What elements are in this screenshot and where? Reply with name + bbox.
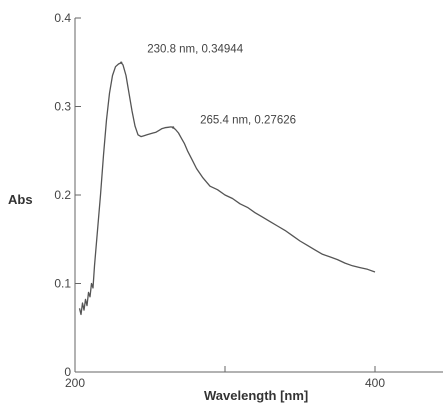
peak-marker: [120, 61, 123, 64]
peak-annotation: 230.8 nm, 0.34944: [147, 44, 244, 56]
tick-marks: [74, 17, 376, 373]
y-tick-label: 0.2: [54, 188, 71, 202]
x-tick-label: 200: [65, 376, 85, 390]
series-layer: [78, 62, 376, 316]
y-axis-label: Abs: [8, 192, 33, 207]
peak-marker: [171, 126, 175, 129]
y-tick-label: 0.3: [54, 100, 71, 114]
tick-labels: 0 0.1 0.2 0.3 0.4 200 400: [54, 11, 385, 390]
peak-annotation: 265.4 nm, 0.27626: [200, 115, 296, 127]
y-tick-label: 0: [64, 365, 71, 379]
absorbance-line: [78, 62, 376, 316]
x-tick-label: 400: [365, 376, 385, 390]
axes: [74, 18, 443, 373]
y-tick-label: 0.4: [54, 11, 71, 25]
y-tick-label: 0.1: [54, 277, 71, 291]
x-axis-label: Wavelength [nm]: [204, 388, 308, 403]
annotation-layer: 230.8 nm, 0.34944 265.4 nm, 0.27626: [120, 44, 296, 129]
